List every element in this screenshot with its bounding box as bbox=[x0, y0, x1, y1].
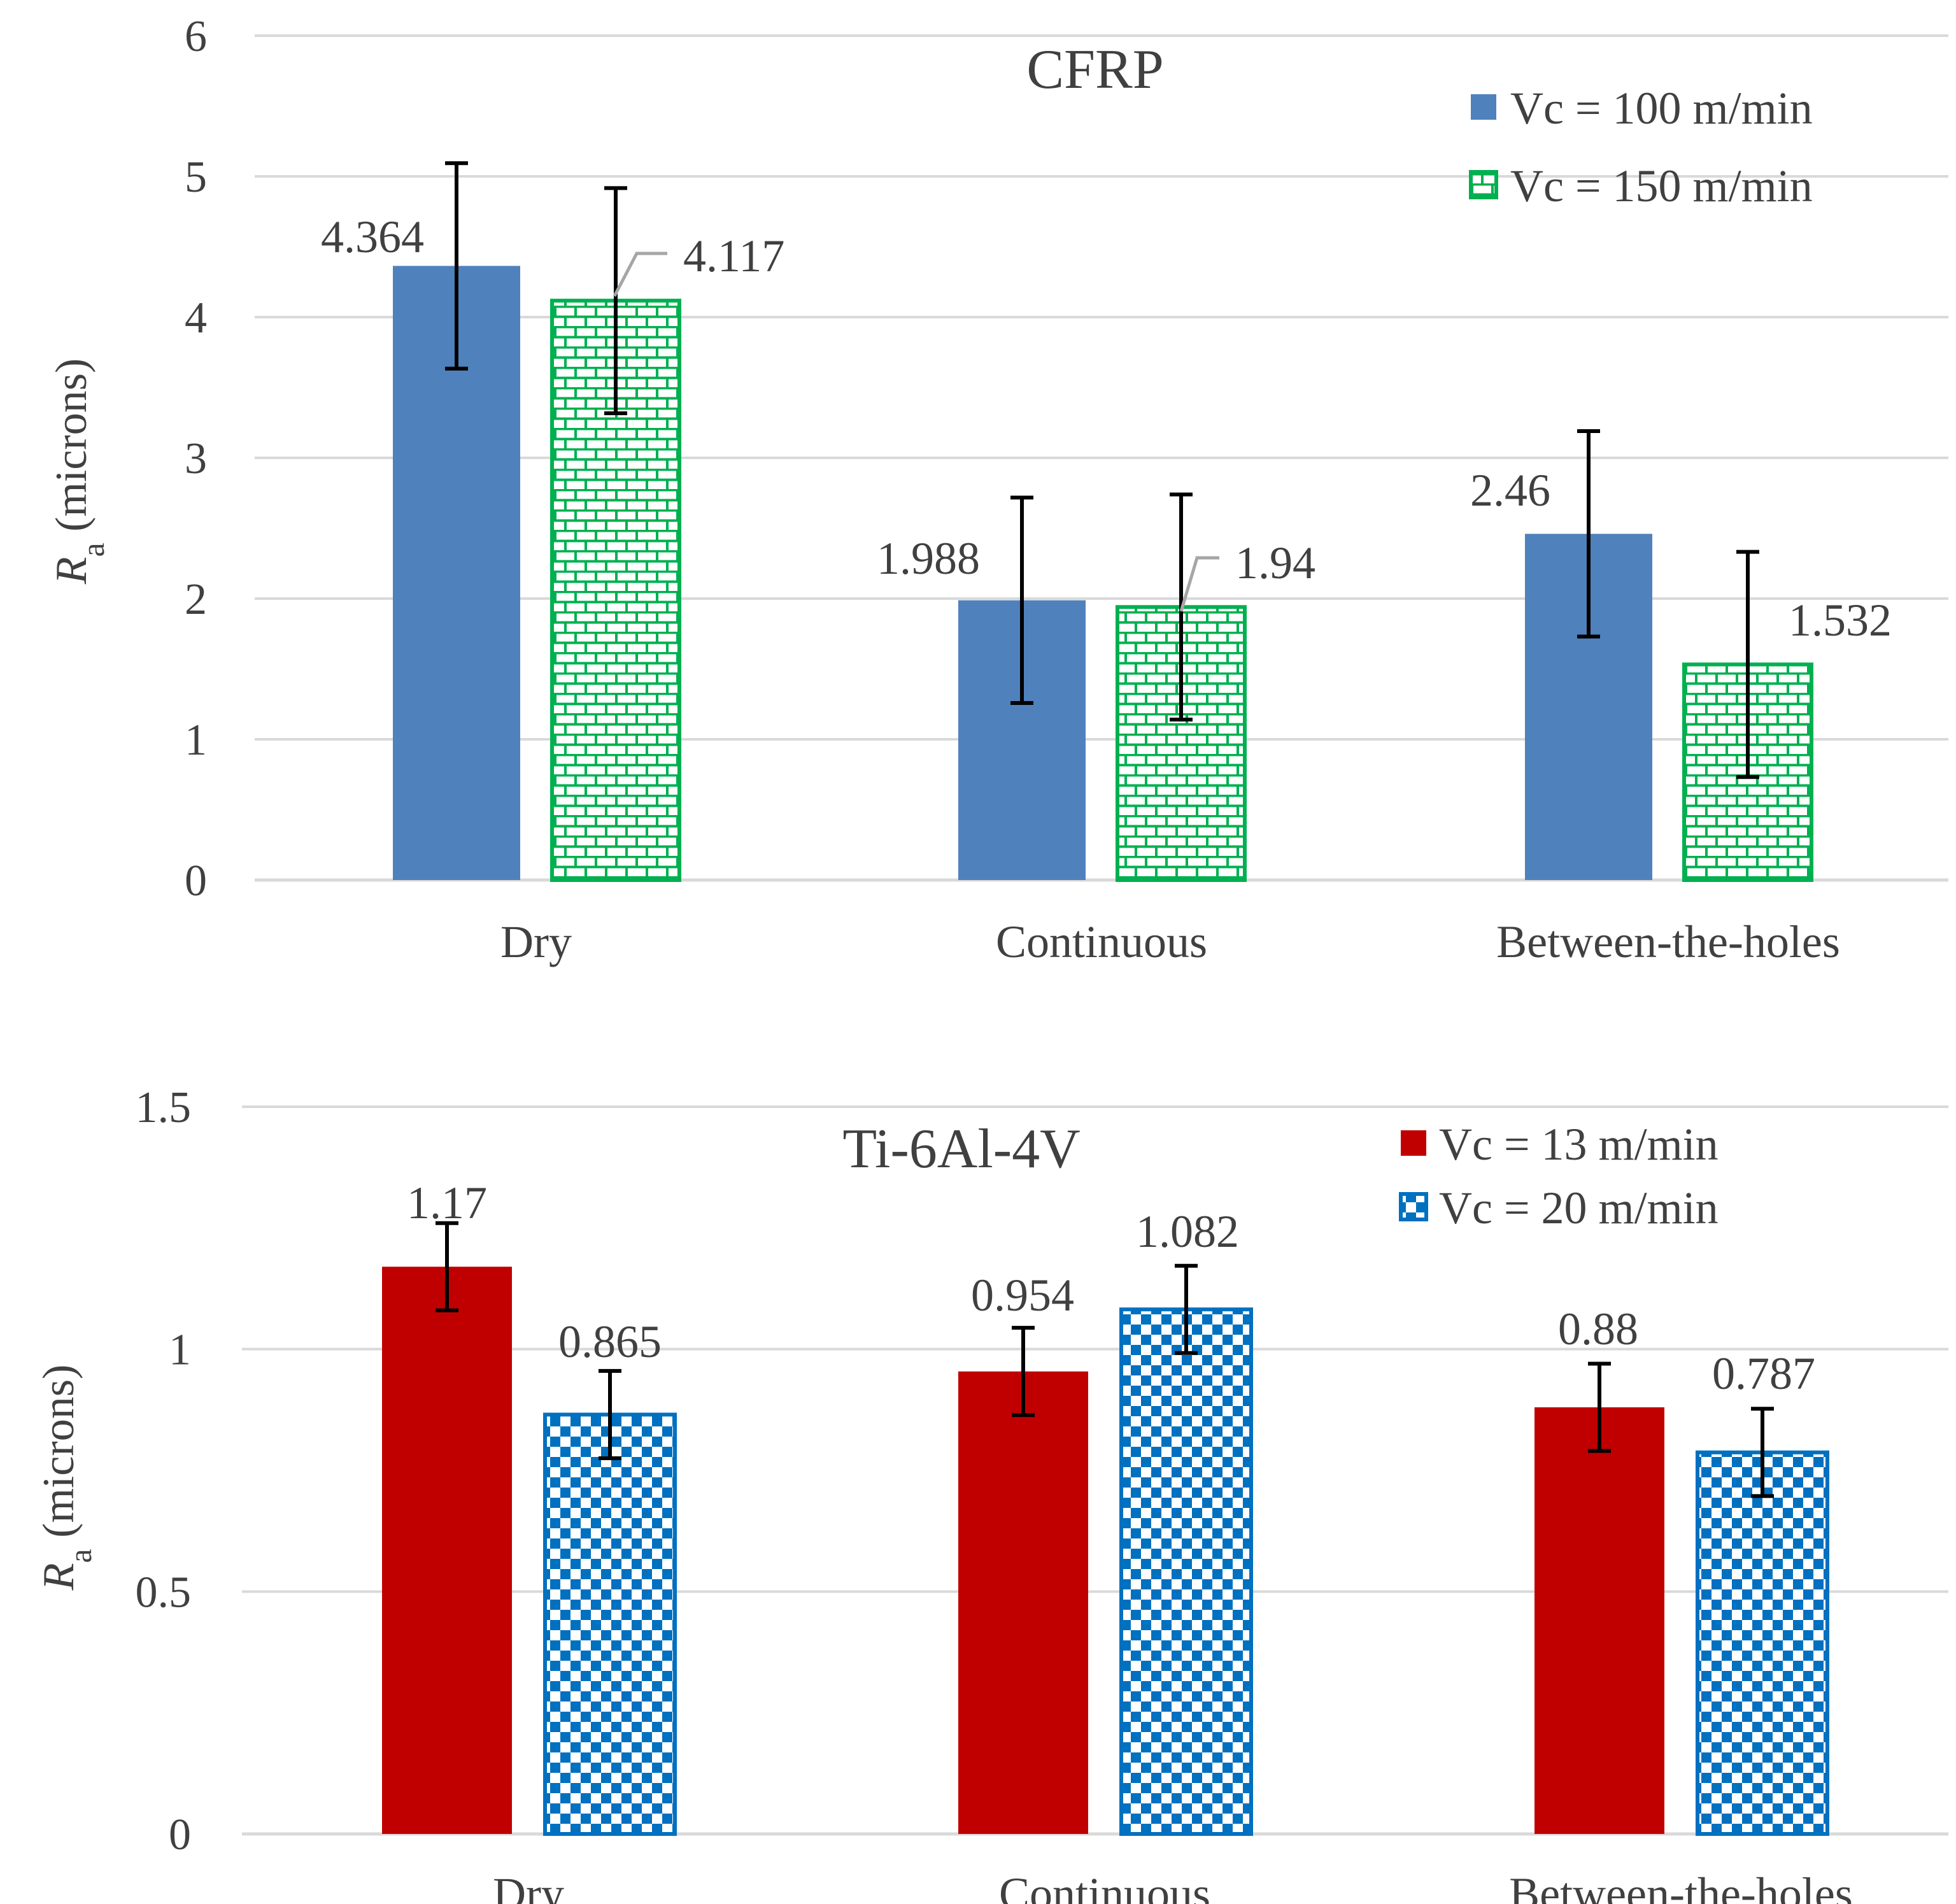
y-tick-label: 3 bbox=[185, 434, 207, 483]
y-axis-label: Ra (microns) bbox=[47, 359, 111, 585]
bar bbox=[1534, 1407, 1664, 1834]
legend-label: Vc = 150 m/min bbox=[1510, 160, 1813, 211]
bar bbox=[543, 1412, 677, 1837]
cfrp-chart: 0 1 2 3 4 5 6 Ra (microns) CFRP Dry Continuous Betw… bbox=[47, 12, 1948, 967]
legend-swatch bbox=[1469, 170, 1498, 199]
y-tick-label: 4 bbox=[185, 294, 207, 343]
category-label: Continuous bbox=[996, 916, 1207, 967]
y-tick-label: 2 bbox=[185, 575, 207, 624]
label-leader-line bbox=[613, 252, 667, 297]
y-tick-label: 1 bbox=[169, 1326, 191, 1375]
legend-label: Vc = 20 m/min bbox=[1439, 1183, 1719, 1233]
label-leader-line bbox=[1179, 556, 1219, 612]
legend-label: Vc = 100 m/min bbox=[1510, 83, 1813, 134]
ti6al4v-chart: 0 0.5 1 1.5 Ra (microns) Ti-6Al-4V Dry Continuo… bbox=[34, 1083, 1948, 1904]
category-label: Dry bbox=[500, 916, 572, 967]
value-label: 4.117 bbox=[683, 231, 784, 281]
y-tick-label: 1.5 bbox=[136, 1083, 192, 1132]
bar bbox=[1696, 1450, 1829, 1836]
bar bbox=[382, 1267, 512, 1834]
y-tick-label: 0.5 bbox=[136, 1568, 192, 1617]
y-axis-label: Ra (microns) bbox=[34, 1365, 98, 1591]
category-label: Continuous bbox=[999, 1868, 1210, 1904]
chart-title: CFRP bbox=[1026, 39, 1163, 101]
value-label: 0.954 bbox=[971, 1270, 1074, 1321]
value-label: 1.988 bbox=[877, 533, 980, 584]
y-tick-label: 0 bbox=[169, 1810, 191, 1859]
value-label: 2.46 bbox=[1470, 465, 1550, 516]
value-label: 1.082 bbox=[1136, 1206, 1239, 1257]
y-tick-label: 6 bbox=[185, 12, 207, 61]
value-label: 0.787 bbox=[1712, 1348, 1815, 1399]
value-label: 0.88 bbox=[1558, 1304, 1638, 1354]
category-label: Dry bbox=[493, 1868, 564, 1904]
value-label: 1.94 bbox=[1235, 537, 1315, 588]
value-label: 1.532 bbox=[1789, 595, 1892, 646]
value-label: 4.364 bbox=[321, 211, 424, 262]
legend-swatch bbox=[1401, 1130, 1426, 1156]
bar bbox=[1119, 1307, 1253, 1836]
chart-title: Ti-6Al-4V bbox=[842, 1118, 1080, 1180]
value-label: 1.17 bbox=[407, 1177, 487, 1228]
category-label: Between-the-holes bbox=[1496, 916, 1840, 967]
value-label: 0.865 bbox=[558, 1316, 662, 1367]
legend-label: Vc = 13 m/min bbox=[1439, 1119, 1719, 1170]
y-tick-label: 0 bbox=[185, 856, 207, 906]
y-tick-label: 5 bbox=[185, 153, 207, 202]
category-label: Between-the-holes bbox=[1509, 1868, 1853, 1904]
y-tick-label: 1 bbox=[185, 716, 207, 765]
legend-swatch bbox=[1471, 94, 1496, 120]
bar bbox=[958, 1371, 1088, 1834]
legend-swatch bbox=[1399, 1192, 1428, 1221]
